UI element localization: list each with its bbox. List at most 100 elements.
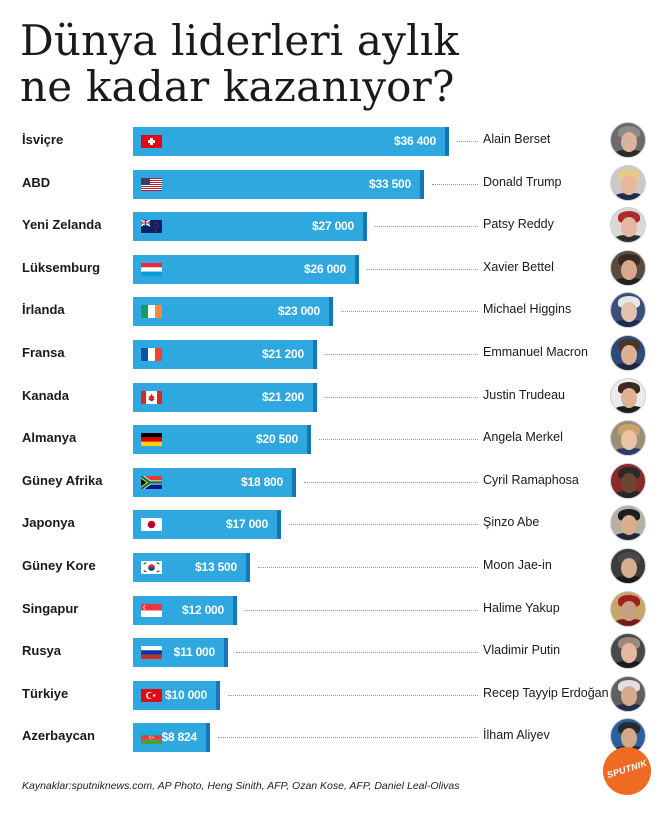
bar-value-label: $21 200: [262, 347, 304, 361]
leader-connector: [228, 694, 478, 696]
leader-connector: [375, 226, 478, 228]
leader-connector: [245, 609, 478, 611]
bar-row: İrlanda $23 000 Michael Higgins: [0, 290, 670, 332]
avatar-face: [621, 600, 637, 621]
bar-row: Singapur $12 000 Halime Yakup: [0, 589, 670, 631]
salary-bar: $17 000: [133, 510, 281, 540]
flag-singapore: [141, 603, 162, 617]
leader-connector: [341, 311, 478, 313]
salary-bar: $23 000: [133, 297, 333, 327]
country-label: Azerbaycan: [22, 728, 95, 744]
avatar-suit: [613, 150, 645, 157]
bar-value-label: $8 824: [161, 730, 197, 745]
leader-avatar: [610, 377, 646, 414]
avatar-face: [621, 302, 637, 323]
bar-row: Güney Kore $13 500 Moon Jae-in: [0, 546, 670, 588]
bar-value-label: $33 500: [369, 176, 411, 191]
avatar-face: [621, 643, 637, 664]
leader-name: Alain Berset: [483, 132, 551, 146]
leader-name: Xavier Bettel: [483, 259, 554, 274]
title-line-1: Dünya liderleri aylık: [20, 16, 460, 65]
bar-value-label: $13 500: [195, 560, 237, 574]
bar-row: Kanada $21 200 Justin Trudeau: [0, 376, 670, 418]
leader-connector: [457, 141, 478, 142]
avatar-face: [621, 387, 637, 408]
bar-row: Japonya $17 000 Şinzo Abe: [0, 503, 670, 545]
chart-title: Dünya liderleri aylık ne kadar kazanıyor…: [20, 18, 580, 110]
leader-avatar: [610, 548, 646, 584]
flag-canada: [141, 390, 162, 404]
country-label: İsviçre: [22, 132, 64, 147]
bar-value-label: $27 000: [312, 219, 354, 234]
leader-connector: [432, 183, 478, 185]
bar-row: Azerbaycan $8 824 İlham Aliyev: [0, 716, 670, 758]
leader-name: Donald Trump: [483, 174, 562, 189]
avatar-suit: [613, 661, 645, 669]
avatar-suit: [613, 192, 645, 200]
leader-avatar: [610, 505, 646, 542]
leader-name: Şinzo Abe: [483, 515, 540, 530]
avatar-face: [621, 515, 637, 536]
flag-switzerland: [141, 135, 162, 148]
salary-bar: $33 500: [133, 169, 424, 199]
leader-name: Michael Higgins: [483, 302, 572, 317]
avatar-face: [621, 685, 637, 706]
country-label: Güney Afrika: [22, 472, 103, 488]
bar-row: Almanya $20 500 Angela Merkel: [0, 418, 670, 460]
leader-avatar: [610, 633, 646, 670]
avatar-face: [621, 430, 637, 451]
sputnik-logo: SPUTNIK: [602, 746, 652, 796]
leader-avatar: [610, 420, 646, 457]
avatar-face: [621, 217, 637, 238]
avatar-suit: [613, 703, 645, 711]
leader-avatar: [610, 164, 646, 201]
flag-russia: [141, 646, 162, 660]
source-note: Kaynaklar:sputniknews.com, AP Photo, Hen…: [22, 780, 460, 792]
bar-row: Güney Afrika $18 800 Cyril Ramaphosa: [0, 461, 670, 503]
salary-bar: $21 200: [133, 340, 317, 369]
leader-name: Angela Merkel: [483, 430, 563, 445]
salary-bar: $11 000: [133, 638, 228, 668]
country-label: Lüksemburg: [22, 259, 101, 275]
avatar-suit: [613, 405, 645, 413]
leader-name: Justin Trudeau: [483, 387, 565, 402]
leader-connector: [258, 567, 478, 568]
flag-japan: [141, 518, 162, 532]
salary-bar: $10 000: [133, 680, 220, 710]
avatar-face: [621, 558, 637, 578]
bar-value-label: $12 000: [182, 602, 224, 617]
leader-name: Halime Yakup: [483, 600, 560, 615]
leader-avatar: [610, 122, 646, 158]
country-label: Fransa: [22, 345, 65, 360]
avatar-suit: [613, 533, 645, 541]
bar-chart: İsviçre $36 400 Alain Berset ABD $33 500 Dona…: [0, 120, 670, 770]
leader-connector: [304, 481, 478, 483]
country-label: Japonya: [22, 515, 75, 531]
avatar-suit: [613, 576, 645, 583]
bar-value-label: $18 800: [241, 474, 283, 489]
flag-azerbaijan: [141, 731, 162, 745]
leader-avatar: [610, 335, 646, 371]
country-label: Türkiye: [22, 685, 69, 701]
salary-bar: $27 000: [133, 212, 367, 242]
bar-value-label: $21 200: [262, 389, 304, 404]
bar-row: Fransa $21 200 Emmanuel Macron: [0, 333, 670, 375]
salary-bar: $18 800: [133, 467, 296, 497]
leader-name: İlham Aliyev: [483, 728, 550, 743]
country-label: Kanada: [22, 387, 69, 403]
avatar-suit: [613, 363, 645, 370]
bar-value-label: $26 000: [304, 261, 346, 276]
flag-south-africa: [141, 475, 162, 489]
sputnik-logo-badge: [603, 747, 651, 795]
avatar-suit: [613, 490, 645, 498]
leader-avatar: [610, 207, 646, 244]
avatar-face: [621, 345, 637, 365]
salary-bar: $36 400: [133, 127, 449, 156]
avatar-suit: [613, 235, 645, 243]
country-label: Yeni Zelanda: [22, 217, 102, 233]
flag-south-korea: [141, 561, 162, 574]
bar-row: İsviçre $36 400 Alain Berset: [0, 120, 670, 162]
avatar-suit: [613, 618, 645, 626]
flag-luxembourg: [141, 262, 162, 276]
leader-avatar: [610, 590, 646, 627]
